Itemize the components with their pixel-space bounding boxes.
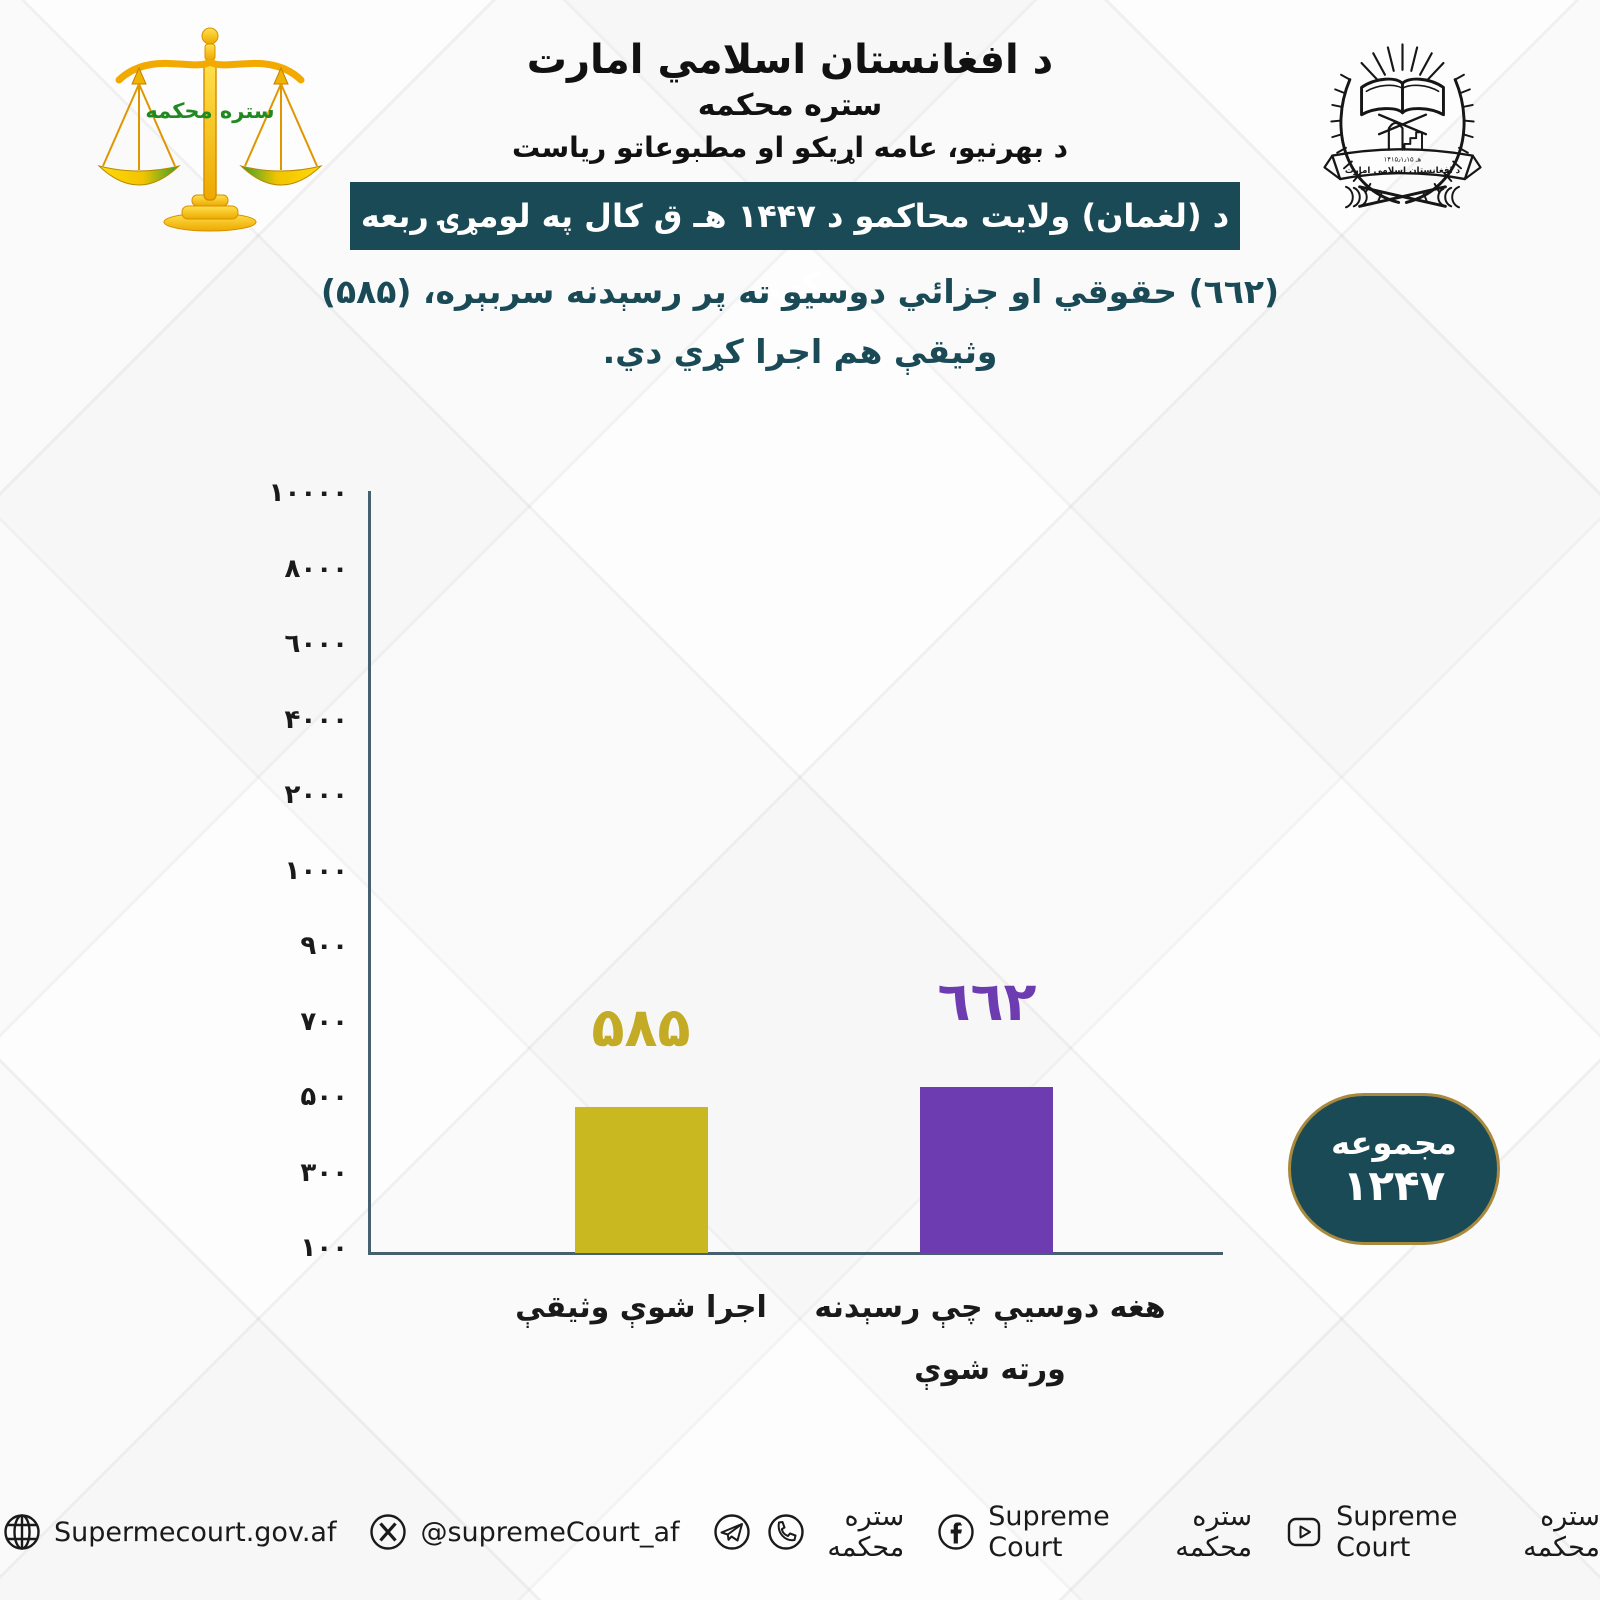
footer-facebook[interactable]: Supreme Court ستره محکمه bbox=[934, 1501, 1252, 1563]
total-badge: مجموعه ۱۲۴۷ bbox=[1288, 1093, 1500, 1245]
whatsapp-icon bbox=[767, 1514, 804, 1550]
y-tick-4000: ۴٠٠٠ bbox=[284, 705, 348, 735]
y-tick-500: ۵٠٠ bbox=[300, 1082, 348, 1112]
emblem-banner-text: د افغانستان اسلامي امارت bbox=[1345, 166, 1461, 176]
bar-cases-processed bbox=[920, 1087, 1053, 1253]
y-tick-2000: ۲٠٠٠ bbox=[284, 780, 348, 810]
globe-icon bbox=[4, 1514, 40, 1550]
y-tick-1000: ۱٠٠٠ bbox=[284, 856, 348, 886]
org-name: ستره محکمه bbox=[697, 88, 883, 123]
facebook-icon bbox=[938, 1514, 974, 1550]
total-badge-value: ۱۲۴۷ bbox=[1342, 1161, 1446, 1211]
youtube-icon bbox=[1287, 1517, 1321, 1547]
report-title-bar: د (لغمان) ولایت محاکمو د ۱۴۴۷ هـ ق کال پ… bbox=[350, 182, 1240, 303]
y-tick-8000: ۸٠٠٠ bbox=[284, 554, 348, 584]
category-label-executed-deeds: اجرا شوې وثیقې bbox=[515, 1290, 767, 1325]
footer-x-handle-label: @supremeCourt_af bbox=[420, 1516, 680, 1548]
bar-value-cases-processed: ٦٦٢ bbox=[937, 970, 1037, 1033]
scales-of-justice-icon: ستره محکمه bbox=[97, 27, 323, 232]
footer-facebook-label-ps: ستره محکمه bbox=[1175, 1501, 1253, 1563]
header-center: د افغانستان اسلامي امارت ستره محکمه د به… bbox=[480, 38, 1100, 164]
total-badge-label: مجموعه bbox=[1331, 1124, 1457, 1163]
subtitle-line-2: وثیقې هم اجرا کړي دي. bbox=[602, 332, 998, 371]
footer-website-label: Supermecourt.gov.af bbox=[54, 1516, 337, 1548]
subtitle-line-1: (٦٦٢) حقوقي او جزائي دوسیو ته پر رسېدنه … bbox=[320, 272, 1280, 311]
y-tick-6000: ٦٠٠٠ bbox=[284, 629, 348, 659]
footer-facebook-label-en: Supreme Court bbox=[988, 1501, 1110, 1563]
footer-youtube[interactable]: Supreme Court ستره محکمه bbox=[1282, 1501, 1600, 1563]
bar-value-executed-deeds: ۵۸۵ bbox=[591, 996, 691, 1059]
y-tick-700: ۷٠٠ bbox=[300, 1007, 348, 1037]
y-tick-10000: ۱٠٠٠٠ bbox=[268, 478, 348, 508]
y-tick-900: ۹٠٠ bbox=[300, 931, 348, 961]
bar-executed-deeds bbox=[575, 1107, 708, 1253]
category-label-cases-line2: ورته شوې bbox=[914, 1352, 1066, 1387]
scales-logo-text: ستره محکمه bbox=[145, 99, 274, 123]
y-axis-line bbox=[368, 491, 371, 1255]
x-twitter-icon bbox=[370, 1514, 407, 1550]
footer-telegram-whatsapp[interactable]: ستره محکمه bbox=[710, 1501, 905, 1563]
category-label-cases-line1: هغه دوسیې چې رسېدنه bbox=[814, 1290, 1166, 1325]
x-axis-line bbox=[368, 1252, 1223, 1255]
telegram-icon bbox=[713, 1514, 750, 1550]
footer-website[interactable]: Supermecourt.gov.af bbox=[0, 1510, 336, 1554]
islamic-emirate-emblem: ۱۴۱۵٫۱٫۱۵ هـ د افغانستان اسلامي امارت bbox=[1305, 25, 1500, 220]
y-tick-300: ۳٠٠ bbox=[300, 1158, 348, 1188]
footer-youtube-label-ps: ستره محکمه bbox=[1523, 1501, 1600, 1563]
footer-youtube-label-en: Supreme Court bbox=[1336, 1501, 1458, 1563]
emirate-calligraphy-title: د افغانستان اسلامي امارت bbox=[526, 37, 1054, 83]
supreme-court-scales-logo: ستره محکمه bbox=[95, 18, 325, 233]
emirate-emblem-icon: ۱۴۱۵٫۱٫۱۵ هـ د افغانستان اسلامي امارت bbox=[1323, 43, 1482, 209]
emblem-banner-date: ۱۴۱۵٫۱٫۱۵ هـ bbox=[1384, 155, 1422, 163]
y-tick-100: ۱٠٠ bbox=[300, 1233, 348, 1263]
directorate-name: د بهرنیو، عامه اړیکو او مطبوعاتو ریاست bbox=[511, 131, 1069, 164]
footer-x-twitter[interactable]: @supremeCourt_af bbox=[366, 1510, 680, 1554]
footer-messengers-label: ستره محکمه bbox=[827, 1501, 905, 1563]
footer-social-bar: Supermecourt.gov.af @supremeCourt_af ستر… bbox=[0, 1500, 1600, 1564]
